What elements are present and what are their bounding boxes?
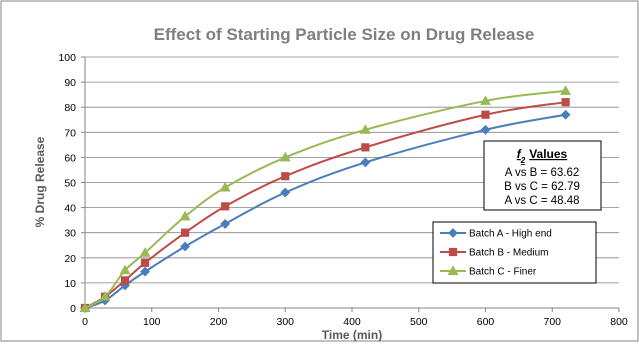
data-point: [360, 157, 371, 168]
data-point: [281, 172, 290, 181]
legend-label: Batch A - High end: [469, 229, 552, 240]
x-tick-label: 300: [276, 316, 294, 328]
f2-values-box: f2 Values A vs B = 63.62 B vs C = 62.79 A…: [483, 140, 602, 211]
data-point: [481, 110, 490, 119]
y-tick-label: 70: [64, 127, 76, 139]
f2-subscript: 2: [520, 156, 526, 165]
data-point: [219, 181, 231, 192]
data-point: [179, 210, 191, 221]
legend-entry-2: Batch B - Medium: [440, 248, 548, 259]
series-layer: [79, 85, 572, 313]
y-tick-label: 100: [58, 52, 76, 64]
legend: Batch A - High end Batch B - Medium Batch …: [432, 221, 597, 284]
data-point: [79, 302, 91, 312]
data-point: [361, 143, 370, 152]
legend-label: Batch B - Medium: [469, 248, 548, 259]
y-tick-label: 80: [64, 102, 76, 114]
x-tick-label: 200: [210, 316, 228, 328]
legend-marker: [448, 247, 458, 257]
data-point: [561, 98, 570, 107]
data-point: [279, 151, 291, 162]
legend-marker: [448, 228, 458, 238]
x-axis-title: Time (min): [322, 328, 382, 342]
data-point: [181, 228, 190, 237]
data-point: [99, 291, 111, 301]
f2-line-ab: A vs B = 63.62: [505, 167, 579, 179]
legend-entry-1: Batch A - High end: [440, 228, 552, 240]
axes: [81, 56, 620, 312]
y-tick-labels: 0 10 20 30 40 50 60 70 80 90 100: [58, 52, 76, 315]
y-tick-label: 30: [64, 228, 76, 240]
y-tick-label: 40: [64, 203, 76, 215]
series-3: [79, 85, 572, 312]
legend-marker: [447, 265, 459, 275]
legend-label: Batch C - Finer: [469, 267, 537, 278]
data-point: [120, 276, 130, 285]
f2-line-ac: A vs C = 48.48: [504, 195, 579, 207]
y-tick-label: 10: [64, 278, 76, 290]
data-point: [180, 241, 191, 252]
y-tick-label: 0: [70, 303, 76, 315]
f2-title-text: Values: [529, 147, 567, 161]
data-point: [221, 202, 230, 211]
x-tick-label: 700: [543, 316, 561, 328]
data-point: [280, 187, 291, 198]
x-tick-label: 800: [610, 316, 628, 328]
y-axis-title: % Drug Release: [33, 136, 47, 227]
data-point: [359, 124, 371, 134]
chart-title: Effect of Starting Particle Size on Drug…: [154, 25, 535, 44]
x-tick-label: 100: [143, 316, 161, 328]
x-tick-label: 0: [82, 316, 88, 328]
data-point: [140, 266, 150, 277]
data-point: [119, 264, 131, 275]
data-point: [220, 219, 231, 229]
x-tick-label: 500: [410, 316, 428, 328]
y-tick-label: 90: [64, 77, 76, 89]
data-point: [560, 85, 572, 95]
x-tick-label: 400: [343, 316, 361, 328]
legend-entry-3: Batch C - Finer: [440, 265, 537, 278]
y-tick-label: 50: [64, 178, 76, 190]
f2-box-title: f2 Values: [517, 147, 568, 165]
data-point: [140, 258, 150, 267]
f2-box-frame: [483, 140, 602, 211]
f2-symbol: f: [517, 147, 522, 161]
y-tick-label: 60: [64, 152, 76, 164]
y-tick-label: 20: [64, 253, 76, 265]
data-point: [480, 124, 491, 135]
x-tick-labels: 0 100 200 300 400 500 600 700 800: [82, 316, 628, 328]
f2-line-bc: B vs C = 62.79: [504, 181, 580, 193]
x-tick-label: 600: [477, 316, 495, 328]
data-point: [139, 247, 151, 257]
data-point: [480, 95, 491, 105]
data-point: [560, 109, 571, 120]
